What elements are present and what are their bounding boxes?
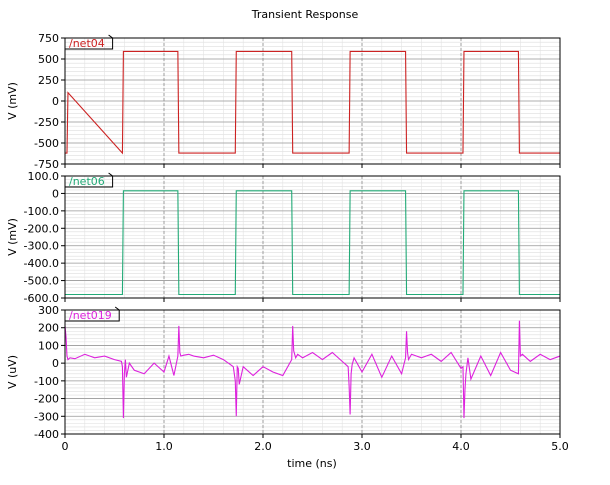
plot-frame — [64, 309, 561, 435]
series-line-net04 — [65, 50, 560, 155]
panel-2: /net06 100.0 0 -100.0 -200.0 -300.0 -400.0 -500… — [6, 170, 561, 305]
x-tick-label: 5.0 — [551, 440, 569, 453]
y-tick-label: 250 — [38, 74, 59, 87]
y-tick-label: 750 — [38, 32, 59, 45]
panel-1: /net04 750 500 250 0 -250 -500 -750 V (mV) — [6, 32, 561, 171]
x-tick-label: 2.0 — [254, 440, 272, 453]
y-tick-label: 0 — [52, 95, 59, 108]
y-tick-label: -100.0 — [24, 205, 59, 218]
y-tick-label: -100 — [34, 375, 59, 388]
y-axis-label: V (mV) — [6, 82, 19, 120]
y-tick-label: 300 — [38, 304, 59, 317]
y-tick-label: 200 — [38, 322, 59, 335]
y-tick-label: -500 — [34, 137, 59, 150]
legend-entry: /net019 — [69, 309, 112, 322]
y-tick-label: 0 — [52, 357, 59, 370]
legend-tab-frame — [65, 34, 114, 50]
x-tick-label: 0 — [62, 440, 69, 453]
y-tick-label: -200.0 — [24, 222, 59, 235]
y-tick-label: -750 — [34, 158, 59, 171]
y-tick-label: 100.0 — [28, 170, 60, 183]
x-tick-label: 1.0 — [155, 440, 173, 453]
y-axis-label: V (mV) — [6, 218, 19, 256]
x-tick-label: 4.0 — [452, 440, 470, 453]
y-tick-label: -200 — [34, 393, 59, 406]
legend-tab-frame — [65, 306, 120, 322]
y-tick-label: 100 — [38, 339, 59, 352]
y-tick-label: -500.0 — [24, 275, 59, 288]
plot-frame — [64, 175, 561, 299]
y-tick-label: -300.0 — [24, 240, 59, 253]
y-tick-label: -250 — [34, 116, 59, 129]
y-tick-label: -600.0 — [24, 292, 59, 305]
y-tick-label: -400 — [34, 428, 59, 441]
y-tick-label: -400.0 — [24, 257, 59, 270]
y-tick-label: 500 — [38, 53, 59, 66]
x-axis-label: time (ns) — [287, 457, 337, 470]
series-line-net06 — [65, 190, 560, 296]
chart-title: Transient Response — [251, 8, 359, 21]
series-line-net019 — [64, 320, 561, 419]
y-tick-label: 0 — [52, 187, 59, 200]
panel-3: /net019 300 200 100 0 -100 -200 -300 -400 V (uV) 0… — [6, 304, 569, 453]
x-tick-label: 3.0 — [353, 440, 371, 453]
legend-entry: /net06 — [69, 175, 105, 188]
legend-entry: /net04 — [69, 37, 105, 50]
legend-tab-frame — [65, 172, 114, 188]
y-axis-label: V (uV) — [6, 355, 19, 389]
y-tick-label: -300 — [34, 410, 59, 423]
